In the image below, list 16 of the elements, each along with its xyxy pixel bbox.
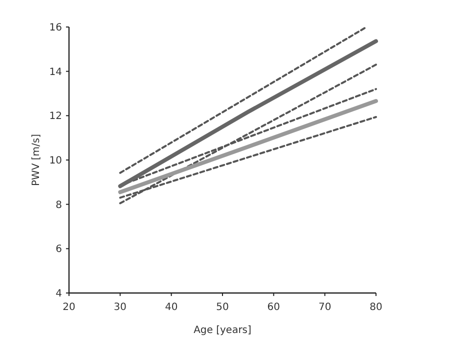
x-tick-label: 60 bbox=[267, 302, 280, 313]
y-tick-label: 14 bbox=[49, 66, 62, 78]
y-tick-label: 8 bbox=[56, 200, 62, 211]
y-axis-title: PWV [m/s] bbox=[31, 134, 42, 186]
x-axis-title: Age [years] bbox=[194, 325, 252, 336]
x-tick-label: 50 bbox=[216, 302, 229, 313]
y-tick-label: 4 bbox=[56, 288, 62, 300]
y-tick-label: 12 bbox=[49, 111, 62, 122]
y-tick-label: 6 bbox=[56, 244, 62, 256]
x-tick-label: 30 bbox=[114, 302, 127, 313]
x-tick-label: 20 bbox=[62, 302, 76, 313]
x-tick-label: 80 bbox=[370, 302, 382, 313]
y-tick-label: 16 bbox=[49, 22, 62, 34]
x-tick-label: 70 bbox=[318, 302, 332, 313]
x-tick-label: 40 bbox=[164, 302, 178, 313]
y-tick-label: 10 bbox=[49, 156, 62, 166]
